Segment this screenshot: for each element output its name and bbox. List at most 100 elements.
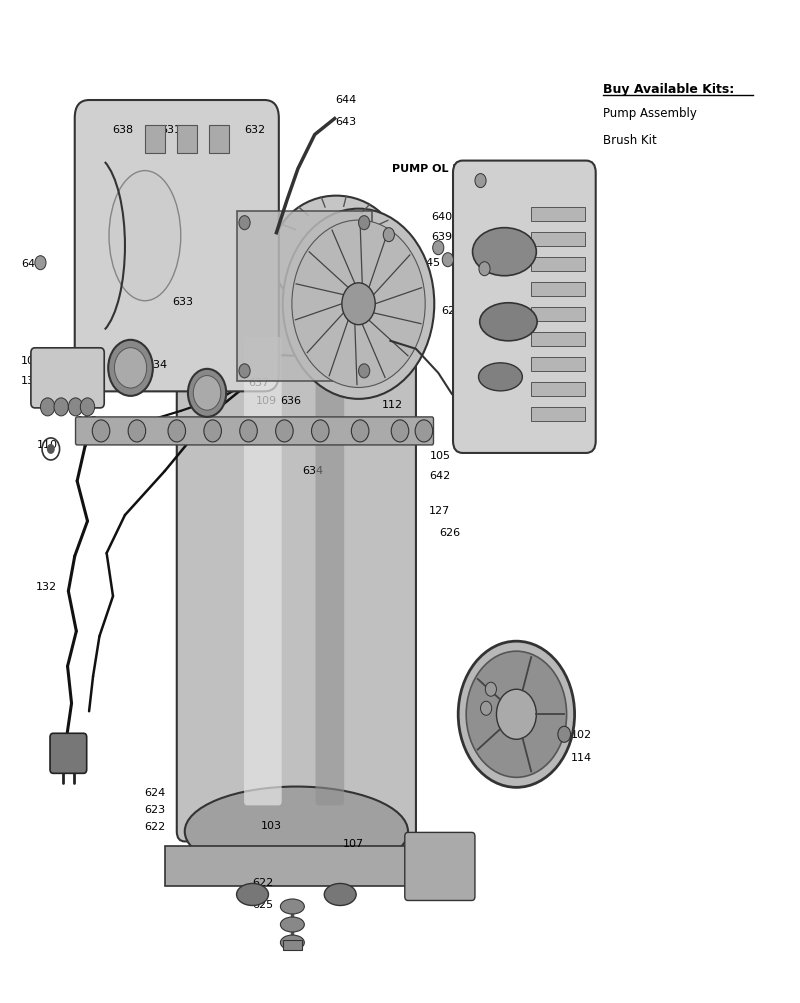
Circle shape [168,420,186,442]
Bar [177,126,197,153]
Text: 643: 643 [335,116,356,126]
Bar [283,940,302,950]
Circle shape [188,369,226,417]
Circle shape [442,254,454,268]
Bar [530,308,585,321]
Text: Buy Available Kits:: Buy Available Kits: [603,83,734,96]
Text: 625: 625 [252,900,274,910]
FancyBboxPatch shape [50,733,86,773]
Circle shape [383,229,394,243]
Text: 127: 127 [430,506,450,516]
Circle shape [276,420,293,442]
Ellipse shape [185,786,408,877]
Ellipse shape [478,363,522,391]
Circle shape [475,175,486,189]
Text: 105: 105 [430,450,450,460]
Circle shape [497,689,536,739]
Text: 638: 638 [112,124,133,134]
Circle shape [47,444,55,454]
Circle shape [92,420,110,442]
Circle shape [479,263,490,277]
Text: 645: 645 [520,176,542,186]
Bar [530,258,585,272]
Bar [530,233,585,247]
Text: PUMP OL 295: PUMP OL 295 [392,163,476,174]
Text: 627: 627 [441,306,462,316]
Text: 107: 107 [342,839,363,849]
Circle shape [54,398,68,416]
Bar [530,357,585,371]
Text: 106: 106 [239,419,260,429]
Text: 626: 626 [440,528,461,538]
FancyBboxPatch shape [74,101,279,392]
Text: 640: 640 [432,212,453,222]
Text: 630: 630 [563,176,584,186]
Bar [209,126,229,153]
Ellipse shape [237,884,269,906]
FancyBboxPatch shape [75,417,434,445]
Text: 642: 642 [430,470,450,480]
Ellipse shape [480,304,537,341]
Text: 632: 632 [244,124,266,134]
Circle shape [415,420,433,442]
Bar [530,332,585,346]
Bar [477,704,516,724]
Circle shape [239,364,250,378]
Circle shape [68,398,82,416]
Text: 145: 145 [370,234,390,244]
Text: 114: 114 [571,752,592,762]
Text: 634: 634 [302,465,324,475]
Text: 134: 134 [147,359,168,369]
Text: 636: 636 [280,395,302,405]
Text: 108: 108 [77,415,98,425]
FancyBboxPatch shape [315,337,344,805]
Ellipse shape [324,884,356,906]
Text: 621: 621 [490,670,511,680]
Text: 635: 635 [271,419,293,429]
Circle shape [433,242,444,256]
Ellipse shape [281,935,304,950]
FancyBboxPatch shape [405,832,475,901]
Ellipse shape [281,917,304,932]
Text: 620: 620 [490,648,511,658]
Circle shape [311,420,329,442]
Text: 644: 644 [335,94,357,104]
Circle shape [558,726,570,742]
Circle shape [204,420,222,442]
Circle shape [391,420,409,442]
Bar [530,407,585,421]
Circle shape [108,340,153,396]
Text: Pump Assembly: Pump Assembly [603,106,697,119]
Text: 624: 624 [145,787,166,797]
Circle shape [486,682,497,696]
FancyBboxPatch shape [453,161,596,453]
Text: 631: 631 [160,124,181,134]
Bar [237,212,372,381]
Circle shape [358,364,370,378]
Circle shape [481,701,492,715]
Circle shape [358,217,370,231]
Text: 131: 131 [21,375,42,385]
Bar [145,126,165,153]
Text: 637: 637 [248,377,270,387]
Ellipse shape [473,229,536,277]
Ellipse shape [281,899,304,914]
Text: 622: 622 [145,821,166,831]
Circle shape [35,257,46,271]
Circle shape [292,221,425,388]
Circle shape [194,376,221,411]
FancyBboxPatch shape [244,337,282,805]
Text: Brush Kit: Brush Kit [603,133,657,146]
Ellipse shape [273,197,400,317]
Bar [165,847,428,887]
Circle shape [240,420,258,442]
Text: 639: 639 [432,232,453,242]
Text: 633: 633 [173,297,194,307]
Ellipse shape [109,172,181,302]
FancyBboxPatch shape [31,348,104,408]
FancyBboxPatch shape [177,302,416,842]
Text: 628: 628 [471,266,493,276]
Text: 110: 110 [37,439,58,449]
Ellipse shape [185,267,408,356]
Text: 132: 132 [35,582,57,592]
